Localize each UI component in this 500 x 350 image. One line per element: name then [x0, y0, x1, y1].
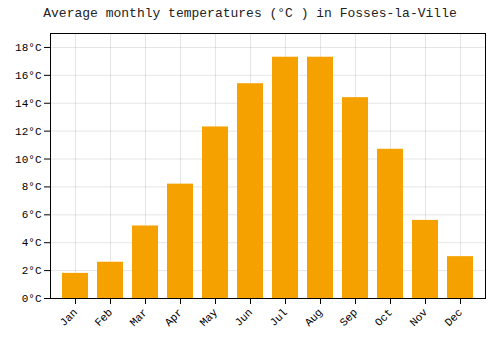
svg-text:2°C: 2°C: [22, 265, 42, 277]
svg-text:8°C: 8°C: [22, 181, 42, 193]
svg-text:Jan: Jan: [58, 306, 80, 328]
svg-text:16°C: 16°C: [15, 70, 42, 82]
svg-text:4°C: 4°C: [22, 237, 42, 249]
svg-text:Aug: Aug: [303, 306, 325, 328]
svg-text:18°C: 18°C: [15, 42, 42, 54]
svg-text:Jul: Jul: [268, 306, 290, 328]
svg-text:12°C: 12°C: [15, 126, 42, 138]
svg-text:Sep: Sep: [338, 306, 360, 328]
svg-text:Jun: Jun: [233, 306, 255, 328]
svg-text:Apr: Apr: [163, 306, 185, 328]
svg-text:Nov: Nov: [408, 306, 431, 329]
svg-text:Oct: Oct: [373, 306, 395, 328]
html-text:Average monthly temperatures (: Average monthly temperatures (°C ) in Fo…: [43, 6, 457, 21]
svg-text:Feb: Feb: [93, 306, 115, 328]
svg-text:6°C: 6°C: [22, 209, 42, 221]
svg-text:May: May: [198, 306, 221, 329]
svg-text:0°C: 0°C: [22, 293, 42, 305]
svg-text:Dec: Dec: [443, 306, 465, 328]
svg-text:14°C: 14°C: [15, 98, 42, 110]
svg-text:Mar: Mar: [128, 306, 150, 328]
svg-text:10°C: 10°C: [15, 154, 42, 166]
